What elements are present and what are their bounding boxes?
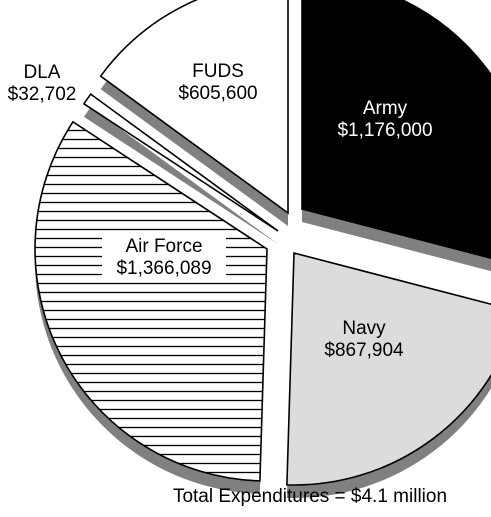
- slice-label-army: Army$1,176,000: [337, 98, 432, 141]
- slice-label-background: [102, 233, 226, 279]
- pie-slice-air-force: [34, 120, 268, 482]
- slice-value-label: $605,600: [178, 83, 257, 104]
- slice-name-label: Navy: [342, 318, 386, 339]
- slice-value-label: $1,176,000: [337, 120, 432, 141]
- slice-label-dla: DLA$32,702: [8, 62, 77, 105]
- pie-slice-fuds: [99, 0, 289, 215]
- slice-value-label: $867,904: [324, 340, 404, 361]
- slice-name-label: Army: [363, 98, 408, 119]
- slice-name-label: Air Force: [125, 236, 202, 257]
- slice-label-fuds: FUDS$605,600: [178, 61, 257, 104]
- slice-name-label: FUDS: [192, 61, 244, 82]
- chart-footer: Total Expenditures = $4.1 million: [173, 486, 447, 507]
- pie-slice-dla: [82, 93, 279, 232]
- slice-label-air-force: Air Force$1,366,089: [102, 233, 226, 279]
- pie-slice-shadow-dla: [83, 107, 279, 244]
- pie-slice-army: [301, 0, 491, 259]
- slice-label-navy: Navy$867,904: [324, 318, 404, 361]
- slice-name-label: DLA: [24, 62, 61, 83]
- pie-slice-navy: [286, 251, 491, 486]
- slice-value-label: $32,702: [8, 84, 77, 105]
- slice-value-label: $1,366,089: [116, 258, 211, 279]
